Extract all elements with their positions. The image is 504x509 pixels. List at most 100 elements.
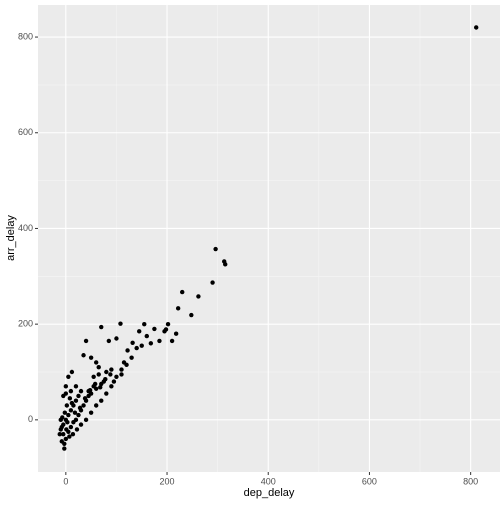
point: [130, 340, 135, 346]
point: [189, 312, 194, 318]
point: [57, 431, 62, 437]
point: [93, 386, 99, 391]
point: [77, 405, 83, 411]
point: [66, 412, 71, 418]
panel: [38, 5, 500, 472]
point: [169, 338, 175, 344]
point: [119, 372, 124, 377]
point: [137, 329, 142, 334]
point: [65, 420, 70, 425]
point: [81, 353, 86, 358]
point: [69, 369, 75, 375]
x-tick-label: 600: [362, 476, 377, 486]
point: [83, 417, 89, 423]
point: [72, 410, 78, 415]
point: [124, 362, 129, 368]
point: [106, 338, 112, 344]
point: [104, 369, 109, 375]
point: [81, 403, 86, 408]
point: [64, 427, 69, 432]
point: [88, 355, 94, 360]
point: [142, 321, 147, 327]
point: [62, 410, 68, 415]
point: [62, 446, 67, 451]
point: [196, 294, 201, 299]
point: [82, 396, 88, 401]
point: [88, 391, 94, 396]
point: [99, 398, 104, 403]
point: [73, 384, 79, 389]
point: [63, 384, 69, 389]
point: [162, 329, 167, 334]
point: [59, 424, 64, 430]
point: [69, 400, 75, 406]
point: [125, 348, 130, 353]
point: [68, 424, 74, 430]
x-tick-label: 400: [261, 476, 276, 486]
point: [99, 381, 104, 387]
point: [62, 441, 67, 446]
x-tick-label: 200: [160, 476, 175, 486]
point: [104, 391, 109, 396]
point: [92, 381, 98, 387]
point: [93, 403, 99, 408]
y-tick-label: 800: [18, 31, 33, 41]
y-tick-label: 400: [18, 223, 33, 233]
y-tick-label: 200: [18, 319, 33, 329]
x-tick-label: 800: [463, 476, 478, 486]
point: [474, 25, 479, 30]
point: [114, 336, 119, 341]
point: [109, 367, 114, 372]
point: [134, 345, 139, 351]
point: [175, 306, 181, 311]
point: [157, 338, 162, 344]
point: [144, 333, 149, 339]
point: [67, 434, 72, 439]
point: [88, 410, 94, 415]
point: [108, 372, 113, 377]
point: [118, 321, 123, 326]
point: [67, 396, 73, 401]
y-tick-label: 600: [18, 127, 33, 137]
point: [96, 372, 101, 377]
y-axis-title: arr_delay: [5, 215, 17, 261]
point: [213, 246, 218, 252]
point: [173, 331, 179, 336]
point: [76, 412, 81, 418]
point: [152, 326, 157, 332]
point: [70, 431, 76, 437]
point: [93, 360, 99, 365]
point: [148, 341, 154, 346]
point: [73, 398, 79, 403]
point: [103, 376, 108, 382]
point: [109, 384, 114, 389]
point: [129, 355, 134, 360]
point: [61, 431, 66, 437]
point: [78, 422, 84, 427]
point: [91, 374, 96, 379]
point: [63, 391, 69, 396]
point: [76, 393, 81, 399]
point: [96, 365, 101, 370]
point: [73, 417, 79, 423]
point: [83, 338, 89, 344]
point: [165, 321, 171, 327]
point: [58, 417, 63, 423]
x-tick-label: 0: [63, 476, 68, 486]
point: [111, 379, 117, 384]
x-axis-title: dep_delay: [244, 487, 295, 499]
point: [68, 388, 74, 394]
point: [98, 385, 103, 390]
point: [114, 374, 119, 379]
y-tick-label: 0: [28, 414, 33, 424]
point: [119, 367, 124, 372]
point: [66, 374, 71, 379]
point: [63, 436, 69, 442]
point: [139, 343, 144, 348]
point: [68, 408, 74, 413]
point: [64, 403, 70, 408]
point: [99, 324, 104, 330]
point: [74, 427, 80, 432]
point: [210, 280, 215, 285]
